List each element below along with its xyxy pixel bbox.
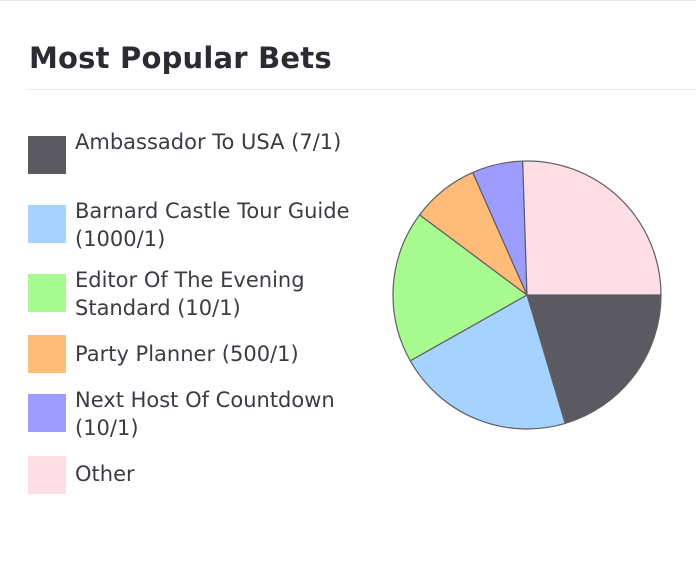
legend-item: Ambassador To USA (7/1) [28, 128, 365, 174]
legend-swatch [28, 274, 66, 312]
pie-chart-svg [392, 160, 662, 430]
pie-chart [385, 153, 669, 437]
legend-label: Next Host Of Countdown (10/1) [75, 388, 335, 440]
legend-item: Editor Of The Evening Standard (10/1) [28, 266, 365, 322]
legend-swatch [28, 335, 66, 373]
legend-swatch [28, 456, 66, 494]
chart-title: Most Popular Bets [29, 41, 332, 75]
legend-label: Other [75, 462, 135, 486]
legend-swatch [28, 394, 66, 432]
legend-label: Party Planner (500/1) [75, 342, 299, 366]
legend-item: Next Host Of Countdown (10/1) [28, 386, 365, 442]
title-divider [27, 89, 696, 90]
pie-slice-5 [522, 160, 662, 296]
legend-label: Barnard Castle Tour Guide (1000/1) [75, 199, 350, 251]
top-divider [0, 0, 696, 1]
legend-swatch [28, 205, 66, 243]
legend-item: Party Planner (500/1) [28, 335, 365, 373]
legend-swatch [28, 136, 66, 174]
pie-slice-2 [392, 214, 528, 362]
legend-label: Ambassador To USA (7/1) [75, 130, 342, 154]
pie-slice-1 [409, 294, 566, 430]
legend-item: Other [28, 456, 365, 494]
pie-slice-0 [526, 294, 662, 425]
legend-item: Barnard Castle Tour Guide (1000/1) [28, 197, 365, 253]
legend-label: Editor Of The Evening Standard (10/1) [75, 268, 305, 320]
